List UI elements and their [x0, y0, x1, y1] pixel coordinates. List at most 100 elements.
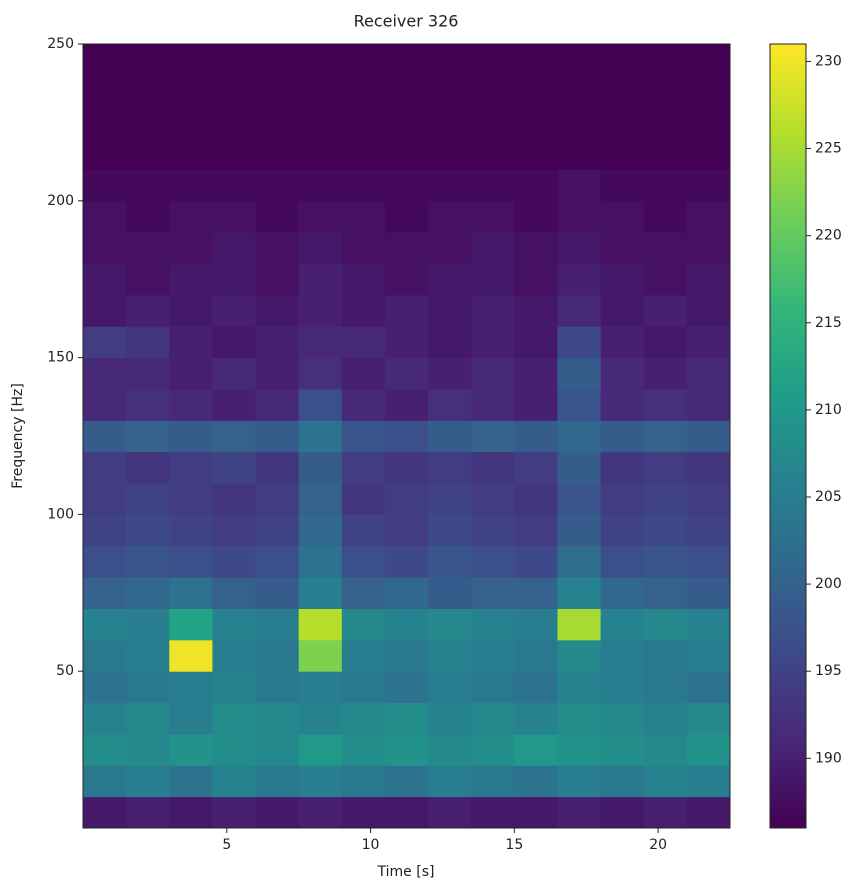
heatmap-cell	[255, 608, 300, 641]
heatmap-cell	[83, 796, 127, 829]
heatmap-cell	[643, 483, 688, 515]
heatmap-cell	[212, 702, 257, 735]
heatmap-cell	[298, 765, 343, 798]
heatmap-cell	[643, 671, 688, 704]
heatmap-cell	[686, 733, 731, 766]
heatmap-cell	[471, 326, 515, 359]
heatmap-cell	[471, 44, 515, 76]
heatmap-cell	[600, 357, 645, 390]
heatmap-cell	[126, 796, 170, 829]
heatmap-cell	[212, 232, 257, 265]
heatmap-cell	[341, 608, 386, 641]
heatmap-cell	[298, 106, 343, 139]
heatmap-cell	[169, 75, 213, 108]
heatmap-cell	[212, 420, 257, 453]
heatmap-cell	[600, 263, 645, 296]
heatmap-cell	[169, 388, 213, 421]
heatmap-cell	[471, 608, 515, 641]
heatmap-cell	[126, 514, 170, 547]
heatmap-cell	[600, 577, 645, 609]
heatmap-cell	[600, 388, 645, 421]
heatmap-cell	[298, 420, 343, 453]
heatmap-cell	[341, 514, 386, 547]
heatmap-cell	[643, 75, 688, 108]
heatmap-cell	[169, 263, 213, 296]
heatmap-cell	[686, 702, 731, 735]
heatmap-cell	[600, 514, 645, 547]
heatmap-cell	[514, 702, 558, 735]
heatmap-cell	[471, 294, 515, 327]
heatmap-cell	[298, 232, 343, 265]
heatmap-cell	[428, 514, 472, 547]
heatmap-cell	[169, 514, 213, 547]
heatmap-cell	[600, 608, 645, 641]
heatmap-cell	[384, 733, 429, 766]
heatmap-cell	[298, 326, 343, 359]
heatmap-cell	[384, 702, 429, 735]
heatmap-cell	[83, 483, 127, 515]
heatmap-cell	[686, 451, 731, 484]
heatmap-cell	[428, 420, 472, 453]
heatmap-cell	[557, 451, 602, 484]
heatmap-cell	[341, 263, 386, 296]
x-tick-label: 10	[362, 837, 380, 853]
heatmap-cell	[471, 420, 515, 453]
heatmap-cell	[298, 577, 343, 609]
heatmap-cell	[126, 294, 170, 327]
heatmap-cell	[600, 796, 645, 829]
heatmap-cell	[600, 326, 645, 359]
heatmap-cell	[428, 608, 472, 641]
heatmap-cell	[341, 639, 386, 672]
heatmap-cell	[126, 357, 170, 390]
heatmap-cell	[643, 44, 688, 76]
colorbar-tick-label: 225	[815, 141, 842, 157]
heatmap-cell	[514, 75, 558, 108]
heatmap-cell	[600, 545, 645, 578]
heatmap-cell	[557, 765, 602, 798]
heatmap-cell	[471, 451, 515, 484]
heatmap-cell	[686, 420, 731, 453]
heatmap-cell	[600, 702, 645, 735]
heatmap-cell	[255, 138, 300, 170]
heatmap-cell	[428, 44, 472, 76]
heatmap-cell	[514, 44, 558, 76]
heatmap-cell	[428, 577, 472, 609]
heatmap-cell	[83, 420, 127, 453]
heatmap-cell	[212, 545, 257, 578]
heatmap-cell	[298, 263, 343, 296]
heatmap-cell	[428, 263, 472, 296]
heatmap-cell	[126, 451, 170, 484]
heatmap-cell	[428, 796, 472, 829]
heatmap-cell	[600, 169, 645, 202]
heatmap-cell	[643, 733, 688, 766]
heatmap-cell	[341, 796, 386, 829]
heatmap-cell	[298, 451, 343, 484]
heatmap-cell	[255, 106, 300, 139]
heatmap-cell	[514, 326, 558, 359]
heatmap-cell	[169, 451, 213, 484]
heatmap-cell	[83, 733, 127, 766]
heatmap-cell	[126, 44, 170, 76]
heatmap-cell	[384, 514, 429, 547]
x-axis-label: Time [s]	[377, 864, 435, 880]
heatmap-cell	[471, 232, 515, 265]
heatmap-cell	[169, 545, 213, 578]
heatmap-cell	[514, 671, 558, 704]
heatmap-cell	[126, 733, 170, 766]
heatmap-cell	[255, 263, 300, 296]
heatmap-cell	[514, 577, 558, 609]
heatmap-cell	[428, 294, 472, 327]
heatmap-cell	[384, 75, 429, 108]
heatmap-cell	[557, 608, 602, 641]
heatmap-cell	[298, 388, 343, 421]
heatmap-cell	[341, 451, 386, 484]
heatmap-cell	[169, 326, 213, 359]
heatmap-cell	[298, 702, 343, 735]
heatmap-cell	[643, 420, 688, 453]
heatmap-cell	[686, 671, 731, 704]
heatmap-cell	[686, 326, 731, 359]
heatmap-cell	[686, 765, 731, 798]
heatmap-cell	[471, 106, 515, 139]
heatmap-cell	[514, 388, 558, 421]
heatmap-cell	[126, 639, 170, 672]
